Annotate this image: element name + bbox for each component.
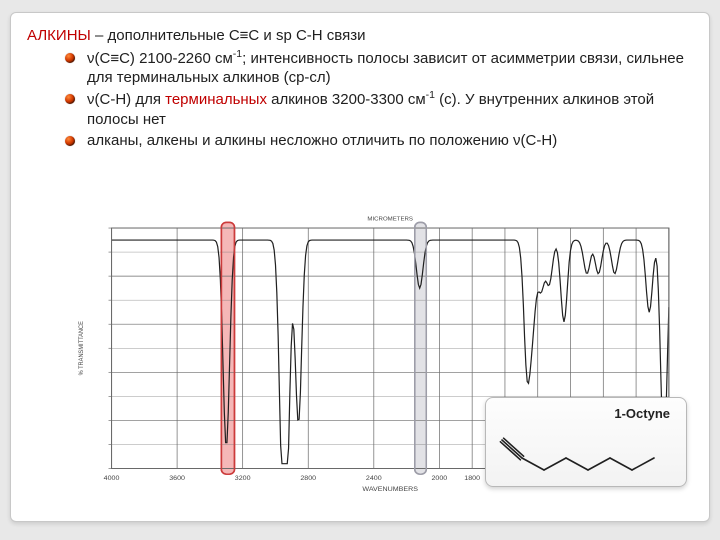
svg-text:2000: 2000 xyxy=(431,475,447,482)
svg-text:4000: 4000 xyxy=(104,475,120,482)
svg-text:3200: 3200 xyxy=(235,475,251,482)
svg-text:MICROMETERS: MICROMETERS xyxy=(367,217,413,223)
title-rest: – дополнительные C≡C и sp C-H связи xyxy=(91,27,366,44)
svg-text:2800: 2800 xyxy=(300,475,316,482)
bullet-list: ν(C≡C) 2100-2260 см-1; интенсивность пол… xyxy=(27,48,693,150)
svg-text:2400: 2400 xyxy=(366,475,382,482)
molecule-panel: 1-Octyne xyxy=(485,397,687,487)
title-line: АЛКИНЫ – дополнительные C≡C и sp C-H свя… xyxy=(27,27,693,44)
bullet-item: ν(C-H) для терминальных алкинов 3200-330… xyxy=(65,89,693,128)
content-panel: АЛКИНЫ – дополнительные C≡C и sp C-H свя… xyxy=(10,12,710,522)
bullet-item: ν(C≡C) 2100-2260 см-1; интенсивность пол… xyxy=(65,48,693,87)
svg-text:WAVENUMBERS: WAVENUMBERS xyxy=(362,486,418,493)
svg-text:3600: 3600 xyxy=(169,475,185,482)
title-keyword: АЛКИНЫ xyxy=(27,27,91,44)
molecule-structure xyxy=(494,428,678,478)
svg-text:1800: 1800 xyxy=(464,475,480,482)
bullet-item: алканы, алкены и алкины несложно отличит… xyxy=(65,131,693,150)
molecule-label: 1-Octyne xyxy=(614,406,670,421)
slide: АЛКИНЫ – дополнительные C≡C и sp C-H свя… xyxy=(0,0,720,540)
svg-text:% TRANSMITTANCE: % TRANSMITTANCE xyxy=(79,321,85,375)
